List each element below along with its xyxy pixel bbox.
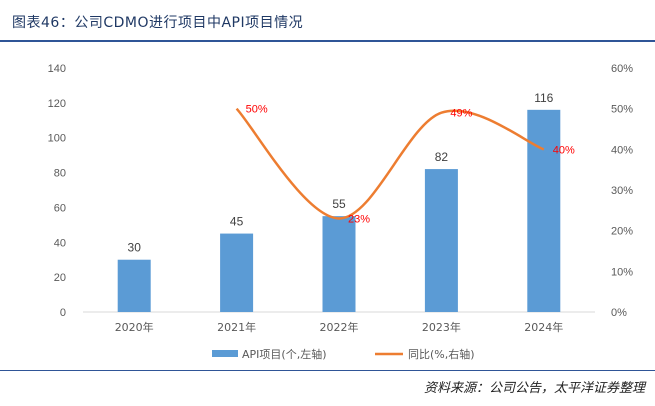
legend-bar-label: API项目(个,左轴) [242,347,326,361]
y-right-tick-label: 10% [611,266,633,278]
figure-title: 图表46：公司CDMO进行项目中API项目情况 [12,15,304,31]
line-value-label: 23% [348,213,370,225]
legend-line-label: 同比(%,右轴) [408,347,475,361]
y-left-tick-label: 100 [48,133,66,145]
bar [117,259,151,312]
y-right-tick-label: 60% [611,63,633,75]
bar [220,233,254,312]
bar-value-label: 30 [128,241,142,255]
y-right-tick-label: 20% [611,226,633,238]
y-right-tick-label: 0% [611,307,627,319]
bar-value-label: 116 [534,91,553,105]
y-left-tick-label: 60 [54,202,66,214]
legend-bar-swatch [212,350,238,357]
line-value-label: 50% [246,104,268,116]
y-right-tick-label: 30% [611,185,633,197]
x-tick-label: 2020年 [115,320,154,334]
y-left-tick-label: 140 [48,63,66,75]
y-left-tick-label: 20 [54,272,66,284]
x-tick-label: 2021年 [217,320,256,334]
growth-line [235,107,545,220]
bar-value-label: 82 [435,150,449,164]
x-tick-label: 2022年 [320,320,359,334]
y-right-tick-label: 50% [611,104,633,116]
line-value-label: 49% [450,108,472,120]
bottom-divider [0,370,655,371]
bar-value-label: 45 [230,215,244,229]
bar-value-label: 55 [332,197,346,211]
x-tick-label: 2023年 [422,320,461,334]
source-note: 资料来源：公司公告，太平洋证券整理 [423,381,645,396]
y-left-tick-label: 0 [60,307,66,319]
y-left-tick-label: 80 [54,168,66,180]
bar [424,169,458,312]
y-left-tick-label: 120 [48,98,66,110]
x-tick-label: 2024年 [524,320,563,334]
y-left-tick-label: 40 [54,237,66,249]
line-value-label: 40% [553,144,575,156]
title-bar: 图表46：公司CDMO进行项目中API项目情况 [0,0,655,42]
y-right-tick-label: 40% [611,144,633,156]
bar [527,109,561,312]
bar [322,216,356,312]
